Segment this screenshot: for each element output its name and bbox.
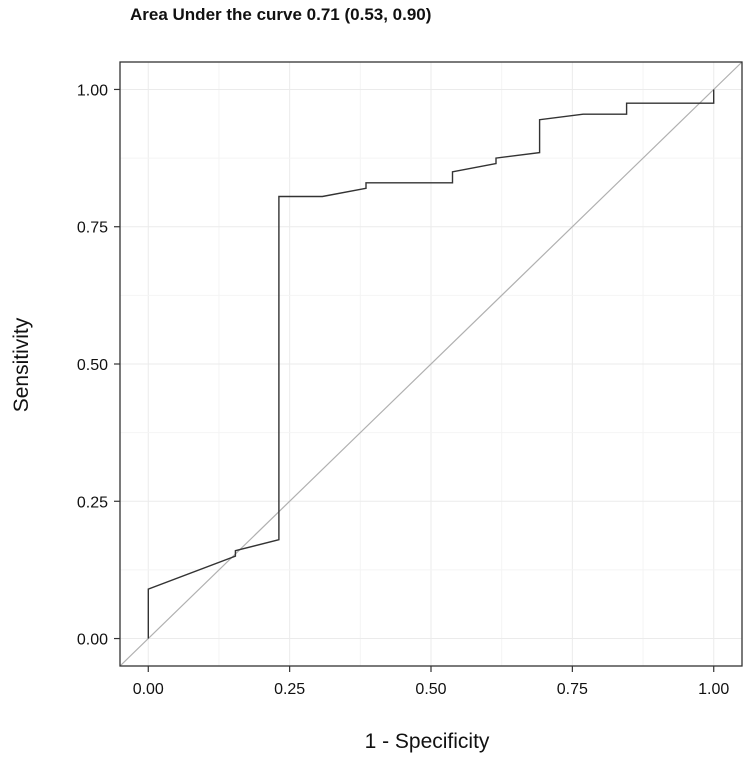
- x-axis-label: 1 - Specificity: [365, 730, 490, 753]
- y-tick-label: 0.00: [77, 632, 108, 649]
- y-tick-label: 0.75: [77, 220, 108, 237]
- y-tick-label: 0.50: [77, 357, 108, 374]
- y-axis-label: Sensitivity: [10, 317, 33, 412]
- y-tick-label: 0.25: [77, 494, 108, 511]
- x-tick-label: 0.00: [133, 681, 164, 698]
- y-tick-label: 1.00: [77, 82, 108, 99]
- chart-title: Area Under the curve 0.71 (0.53, 0.90): [130, 5, 431, 24]
- x-tick-label: 0.75: [557, 681, 588, 698]
- x-axis: 0.00 0.25 0.50 0.75 1.00: [133, 666, 729, 698]
- x-tick-label: 0.50: [415, 681, 446, 698]
- x-tick-label: 1.00: [698, 681, 729, 698]
- y-axis: 0.00 0.25 0.50 0.75 1.00: [77, 82, 120, 649]
- x-tick-label: 0.25: [274, 681, 305, 698]
- plot-area: [119, 61, 743, 667]
- roc-curve: [147, 89, 715, 639]
- reference-diagonal: [119, 61, 743, 667]
